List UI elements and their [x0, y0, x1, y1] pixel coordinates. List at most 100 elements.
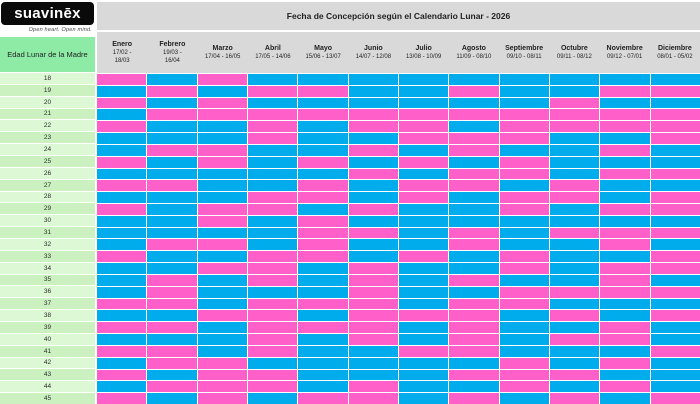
girl-cell [247, 310, 298, 322]
girl-cell [499, 381, 549, 393]
girl-cell [348, 286, 398, 298]
boy-cell [197, 192, 247, 204]
boy-cell [348, 369, 398, 381]
boy-cell [398, 263, 449, 274]
boy-cell [650, 357, 700, 369]
girl-cell [449, 144, 499, 156]
boy-cell [147, 393, 197, 404]
girl-cell [549, 227, 600, 239]
boy-cell [247, 215, 298, 227]
boy-cell [197, 133, 247, 144]
boy-cell [650, 274, 700, 286]
girl-cell [650, 310, 700, 322]
month-header-enero: Enero 17/02 -18/03 [97, 32, 147, 73]
boy-cell [197, 274, 247, 286]
girl-cell [147, 85, 197, 97]
girl-cell [298, 227, 348, 239]
boy-cell [650, 215, 700, 227]
girl-cell [197, 97, 247, 109]
boy-cell [97, 109, 147, 121]
girl-cell [600, 357, 650, 369]
girl-cell [449, 85, 499, 97]
age-label: 43 [0, 369, 95, 381]
girl-cell [398, 156, 449, 168]
boy-cell [348, 215, 398, 227]
gender-grid [97, 74, 700, 404]
boy-cell [650, 334, 700, 345]
boy-cell [97, 227, 147, 239]
girl-cell [650, 227, 700, 239]
boy-cell [147, 133, 197, 144]
month-dates: 15/06 - 13/07 [305, 54, 341, 61]
boy-cell [147, 310, 197, 322]
girl-cell [197, 109, 247, 121]
month-name: Abril [264, 44, 281, 52]
girl-cell [247, 274, 298, 286]
month-dates: 19/03 - [163, 50, 182, 57]
month-name: Junio [364, 44, 383, 52]
boy-cell [499, 322, 549, 334]
girl-cell [197, 239, 247, 251]
girl-cell [247, 369, 298, 381]
boy-cell [398, 393, 449, 404]
boy-cell [147, 192, 197, 204]
boy-cell [298, 263, 348, 274]
boy-cell [348, 74, 398, 85]
age-label: 25 [0, 155, 95, 167]
month-header-junio: Junio 14/07 - 12/08 [348, 32, 398, 73]
boy-cell [398, 215, 449, 227]
girl-cell [499, 168, 549, 180]
girl-cell [97, 180, 147, 192]
boy-cell [247, 144, 298, 156]
boy-cell [600, 310, 650, 322]
age-label: 22 [0, 120, 95, 132]
girl-cell [147, 109, 197, 121]
boy-cell [398, 97, 449, 109]
girl-cell [348, 144, 398, 156]
girl-cell [197, 74, 247, 85]
girl-cell [97, 345, 147, 357]
girl-cell [197, 369, 247, 381]
girl-cell [147, 286, 197, 298]
boy-cell [398, 322, 449, 334]
boy-cell [398, 298, 449, 310]
girl-cell [247, 204, 298, 215]
boy-cell [247, 227, 298, 239]
girl-cell [398, 133, 449, 144]
boy-cell [499, 239, 549, 251]
boy-cell [549, 322, 600, 334]
boy-cell [398, 357, 449, 369]
girl-cell [247, 298, 298, 310]
boy-cell [147, 97, 197, 109]
girl-cell [247, 334, 298, 345]
girl-cell [650, 263, 700, 274]
boy-cell [348, 251, 398, 263]
brand-tagline: Open heart. Open mind. [28, 27, 92, 33]
boy-cell [398, 274, 449, 286]
girl-cell [449, 298, 499, 310]
girl-cell [348, 168, 398, 180]
girl-cell [247, 322, 298, 334]
boy-cell [600, 215, 650, 227]
girl-cell [197, 156, 247, 168]
girl-cell [147, 322, 197, 334]
boy-cell [247, 168, 298, 180]
girl-cell [499, 192, 549, 204]
girl-cell [247, 192, 298, 204]
girl-cell [247, 381, 298, 393]
boy-cell [650, 180, 700, 192]
girl-cell [348, 322, 398, 334]
boy-cell [97, 144, 147, 156]
boy-cell [298, 204, 348, 215]
girl-cell [348, 310, 398, 322]
boy-cell [147, 251, 197, 263]
girl-cell [549, 334, 600, 345]
girl-cell [197, 144, 247, 156]
girl-cell [449, 109, 499, 121]
age-label: 19 [0, 84, 95, 96]
girl-cell [650, 192, 700, 204]
girl-cell [650, 121, 700, 133]
boy-cell [650, 144, 700, 156]
age-label: 37 [0, 298, 95, 310]
month-dates: 09/10 - 08/11 [506, 54, 542, 61]
